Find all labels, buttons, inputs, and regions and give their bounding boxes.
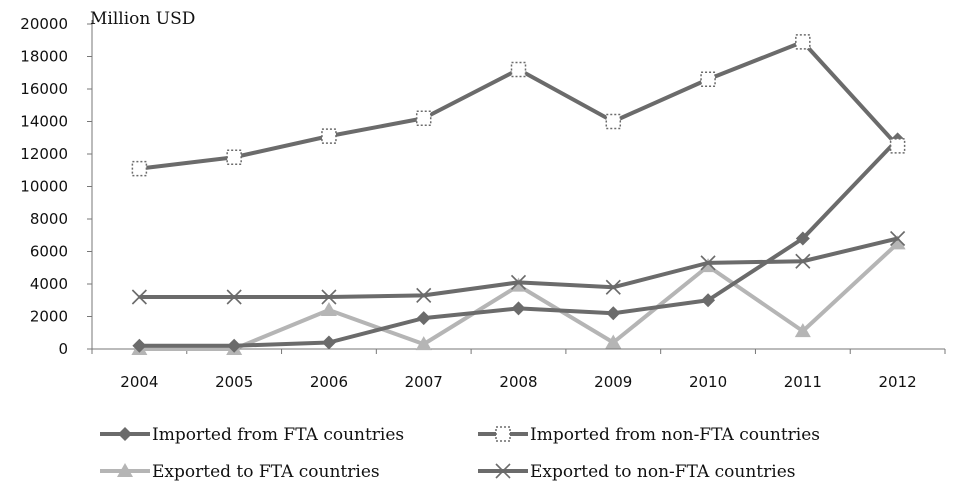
y-tick-label: 2000 [30, 308, 68, 326]
data-point [415, 336, 432, 351]
data-point [320, 302, 337, 316]
data-point [794, 323, 811, 338]
legend-item: Imported from FTA countries [100, 425, 404, 445]
y-axis-unit-label: Million USD [90, 9, 195, 29]
x-tick-label: 2009 [594, 373, 632, 391]
legend-swatch-marker [117, 463, 133, 477]
data-point [510, 274, 527, 290]
x-tick-label: 2011 [784, 373, 822, 391]
y-tick-label: 0 [58, 340, 68, 358]
data-point [415, 110, 432, 126]
y-tick-label: 10000 [20, 178, 68, 196]
y-tick-label: 12000 [20, 145, 68, 163]
x-tick-label: 2005 [215, 373, 253, 391]
data-point [889, 138, 906, 154]
series-3 [131, 235, 906, 355]
data-point [416, 311, 431, 326]
data-point [795, 253, 811, 269]
data-point [605, 113, 622, 130]
legend-label: Imported from FTA countries [152, 425, 404, 445]
data-point [890, 230, 906, 247]
data-point [131, 160, 148, 177]
x-tick-label: 2008 [499, 373, 537, 391]
legend-item: Imported from non-FTA countries [478, 425, 820, 445]
data-point [321, 289, 337, 305]
data-point [226, 289, 242, 305]
y-tick-label: 20000 [20, 15, 68, 33]
series-line [139, 39, 900, 171]
legend-label: Exported to non-FTA countries [530, 462, 795, 482]
legend-item: Exported to non-FTA countries [478, 462, 795, 482]
data-point [227, 338, 242, 353]
y-tick-label: 6000 [30, 243, 68, 261]
legend-label: Imported from non-FTA countries [530, 425, 820, 445]
legend-swatch-marker [118, 427, 132, 441]
legend: Imported from FTA countries Imported from… [100, 425, 820, 482]
x-tick-label: 2006 [310, 373, 348, 391]
legend-item: Exported to FTA countries [100, 462, 380, 482]
data-point [605, 279, 621, 295]
data-point [700, 255, 716, 271]
data-point [510, 61, 527, 78]
y-tick-labels: 0 2000 4000 6000 8000 10000 12000 14000 16000 180… [20, 15, 92, 358]
data-point [795, 34, 811, 50]
data-point [321, 128, 337, 144]
data-point [889, 235, 906, 250]
x-tick-labels: 2004 2005 2006 2007 2008 2009 2010 2011 2012 [91, 349, 946, 391]
data-point [700, 258, 717, 273]
y-tick-label: 16000 [20, 80, 68, 98]
legend-swatch-marker [495, 463, 511, 479]
data-point [605, 334, 622, 349]
x-tick-label: 2012 [879, 373, 917, 391]
data-point [606, 306, 621, 321]
data-point [510, 277, 527, 292]
x-tick-label: 2004 [120, 373, 158, 391]
data-point [132, 338, 147, 353]
y-tick-label: 8000 [30, 210, 68, 228]
series-1 [132, 132, 905, 353]
x-tick-label: 2010 [689, 373, 727, 391]
series-group [131, 34, 906, 355]
data-point [416, 287, 432, 303]
data-point [795, 231, 810, 246]
x-tick-label: 2007 [405, 373, 443, 391]
data-point [700, 71, 716, 87]
series-2 [131, 34, 906, 177]
series-4 [131, 230, 906, 305]
data-point [701, 293, 716, 308]
legend-label: Exported to FTA countries [152, 462, 380, 482]
data-point [131, 289, 147, 305]
y-tick-label: 4000 [30, 275, 68, 293]
y-tick-label: 18000 [20, 48, 68, 66]
data-point [321, 335, 336, 350]
legend-swatch-marker [495, 426, 511, 442]
y-tick-label: 14000 [20, 113, 68, 131]
data-point [226, 149, 242, 165]
data-point [511, 301, 526, 316]
